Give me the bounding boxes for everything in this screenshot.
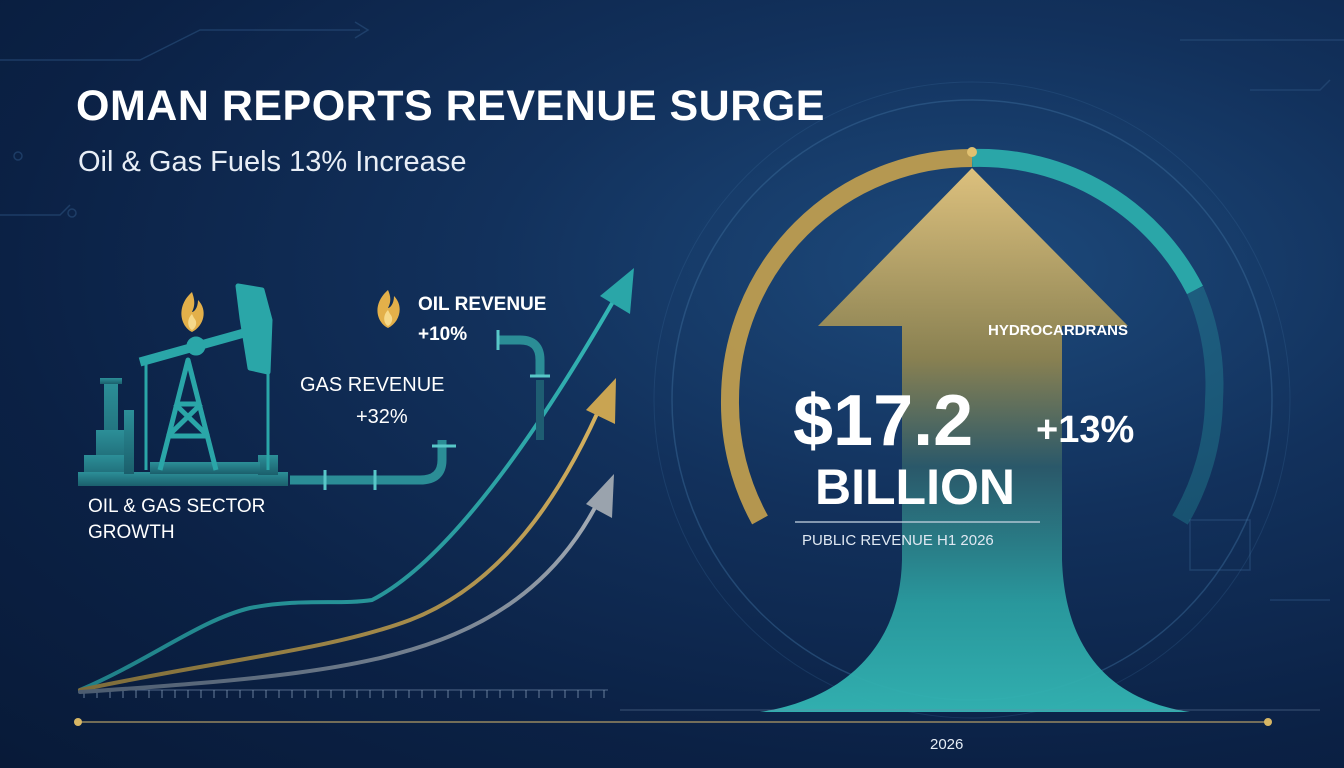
revenue-amount: $17.2 bbox=[793, 381, 974, 461]
oil-revenue-curve bbox=[78, 284, 624, 692]
flame-icon bbox=[377, 290, 400, 328]
sector-growth-label-line1: OIL & GAS SECTOR bbox=[88, 496, 266, 517]
revenue-period-caption: PUBLIC REVENUE H1 2026 bbox=[802, 532, 994, 549]
growth-arrow-graphic bbox=[760, 168, 1190, 712]
revenue-change-percent: +13% bbox=[1036, 409, 1135, 451]
oil-revenue-label: OIL REVENUE bbox=[418, 294, 547, 315]
other-curve-arrowhead bbox=[586, 474, 614, 518]
oil-pumpjack-icon bbox=[138, 283, 273, 471]
headline-subtitle: Oil & Gas Fuels 13% Increase bbox=[78, 146, 467, 178]
revenue-unit: BILLION bbox=[815, 459, 1015, 515]
refinery-icon bbox=[78, 378, 288, 486]
growth-curves bbox=[78, 268, 634, 694]
pipeline-icon bbox=[290, 335, 545, 485]
other-revenue-curve bbox=[78, 492, 604, 694]
gas-revenue-curve bbox=[78, 396, 606, 692]
pipeline-joints bbox=[323, 330, 550, 490]
gas-revenue-value: +32% bbox=[356, 406, 408, 428]
gas-revenue-label: GAS REVENUE bbox=[300, 374, 445, 396]
headline-title: OMAN REPORTS REVENUE SURGE bbox=[76, 82, 825, 130]
sector-growth-label-line2: GROWTH bbox=[88, 522, 175, 543]
hydrocarbons-category-label: HYDROCARDRANS bbox=[988, 322, 1129, 339]
timeline-axis bbox=[74, 689, 1320, 726]
oil-curve-arrowhead bbox=[600, 268, 634, 314]
timeline-year-label: 2026 bbox=[930, 736, 964, 753]
timeline-ticks bbox=[83, 690, 605, 698]
flame-icon bbox=[181, 292, 204, 332]
background-circuit-lines bbox=[0, 21, 1344, 601]
gas-curve-arrowhead bbox=[586, 378, 616, 424]
oil-revenue-value: +10% bbox=[418, 324, 468, 345]
